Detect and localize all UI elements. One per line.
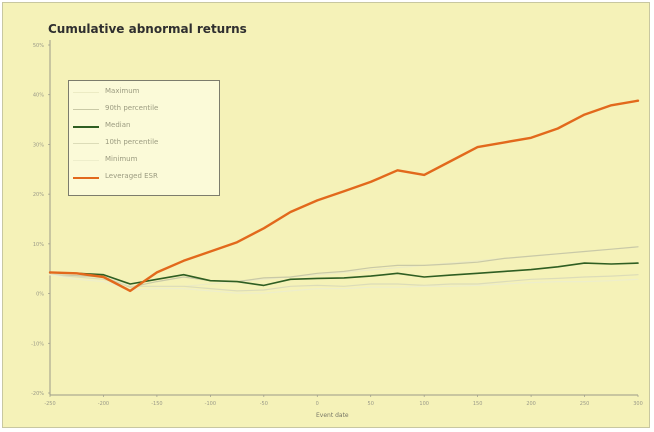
series-line-minimum bbox=[49, 274, 639, 294]
legend-item: Minimum bbox=[73, 155, 219, 167]
legend: Maximum 90th percentile Median 10th perc… bbox=[68, 80, 220, 196]
series-line-median bbox=[49, 262, 639, 287]
legend-item: 10th percentile bbox=[73, 138, 219, 150]
legend-swatch bbox=[73, 177, 99, 179]
series-line-maximum bbox=[49, 246, 639, 287]
legend-label: 90th percentile bbox=[105, 104, 159, 112]
chart-title: Cumulative abnormal returns bbox=[48, 22, 247, 36]
x-tick-label: -50 bbox=[260, 401, 268, 407]
legend-swatch bbox=[73, 109, 99, 110]
x-tick-label: -250 bbox=[44, 401, 55, 407]
legend-item: Leveraged ESR bbox=[73, 172, 219, 184]
series-line-90th-percentile bbox=[49, 246, 639, 288]
series-line-10th-percentile bbox=[49, 274, 639, 292]
chart-frame bbox=[2, 2, 650, 428]
y-tick-label: 10% bbox=[33, 242, 44, 248]
x-tick-label: 50 bbox=[368, 401, 374, 407]
y-tick-label: 50% bbox=[33, 43, 44, 49]
x-tick-label: 100 bbox=[419, 401, 429, 407]
x-tick-label: 0 bbox=[316, 401, 319, 407]
x-tick-label: 200 bbox=[526, 401, 536, 407]
x-tick-label: 250 bbox=[580, 401, 590, 407]
legend-label: Minimum bbox=[105, 155, 138, 163]
legend-label: Leveraged ESR bbox=[105, 172, 158, 180]
legend-label: Median bbox=[105, 121, 131, 129]
y-tick-label: 20% bbox=[33, 192, 44, 198]
x-tick-label: 300 bbox=[633, 401, 643, 407]
series-line-leveraged-esr bbox=[48, 99, 640, 293]
legend-swatch bbox=[73, 92, 99, 93]
y-tick-label: -20% bbox=[31, 391, 44, 397]
y-tick-label: 0% bbox=[36, 292, 44, 298]
legend-item: Maximum bbox=[73, 87, 219, 99]
legend-swatch bbox=[73, 160, 99, 161]
legend-label: Maximum bbox=[105, 87, 140, 95]
legend-item: Median bbox=[73, 121, 219, 133]
y-tick-label: 40% bbox=[33, 93, 44, 99]
y-tick-label: -10% bbox=[31, 341, 44, 347]
x-tick-label: 150 bbox=[473, 401, 483, 407]
legend-label: 10th percentile bbox=[105, 138, 159, 146]
y-tick-label: 30% bbox=[33, 142, 44, 148]
x-tick-label: -150 bbox=[151, 401, 162, 407]
legend-swatch bbox=[73, 126, 99, 128]
legend-item: 90th percentile bbox=[73, 104, 219, 116]
x-axis-label: Event date bbox=[316, 412, 349, 419]
legend-swatch bbox=[73, 143, 99, 144]
x-tick-label: -200 bbox=[98, 401, 109, 407]
x-tick-label: -100 bbox=[205, 401, 216, 407]
